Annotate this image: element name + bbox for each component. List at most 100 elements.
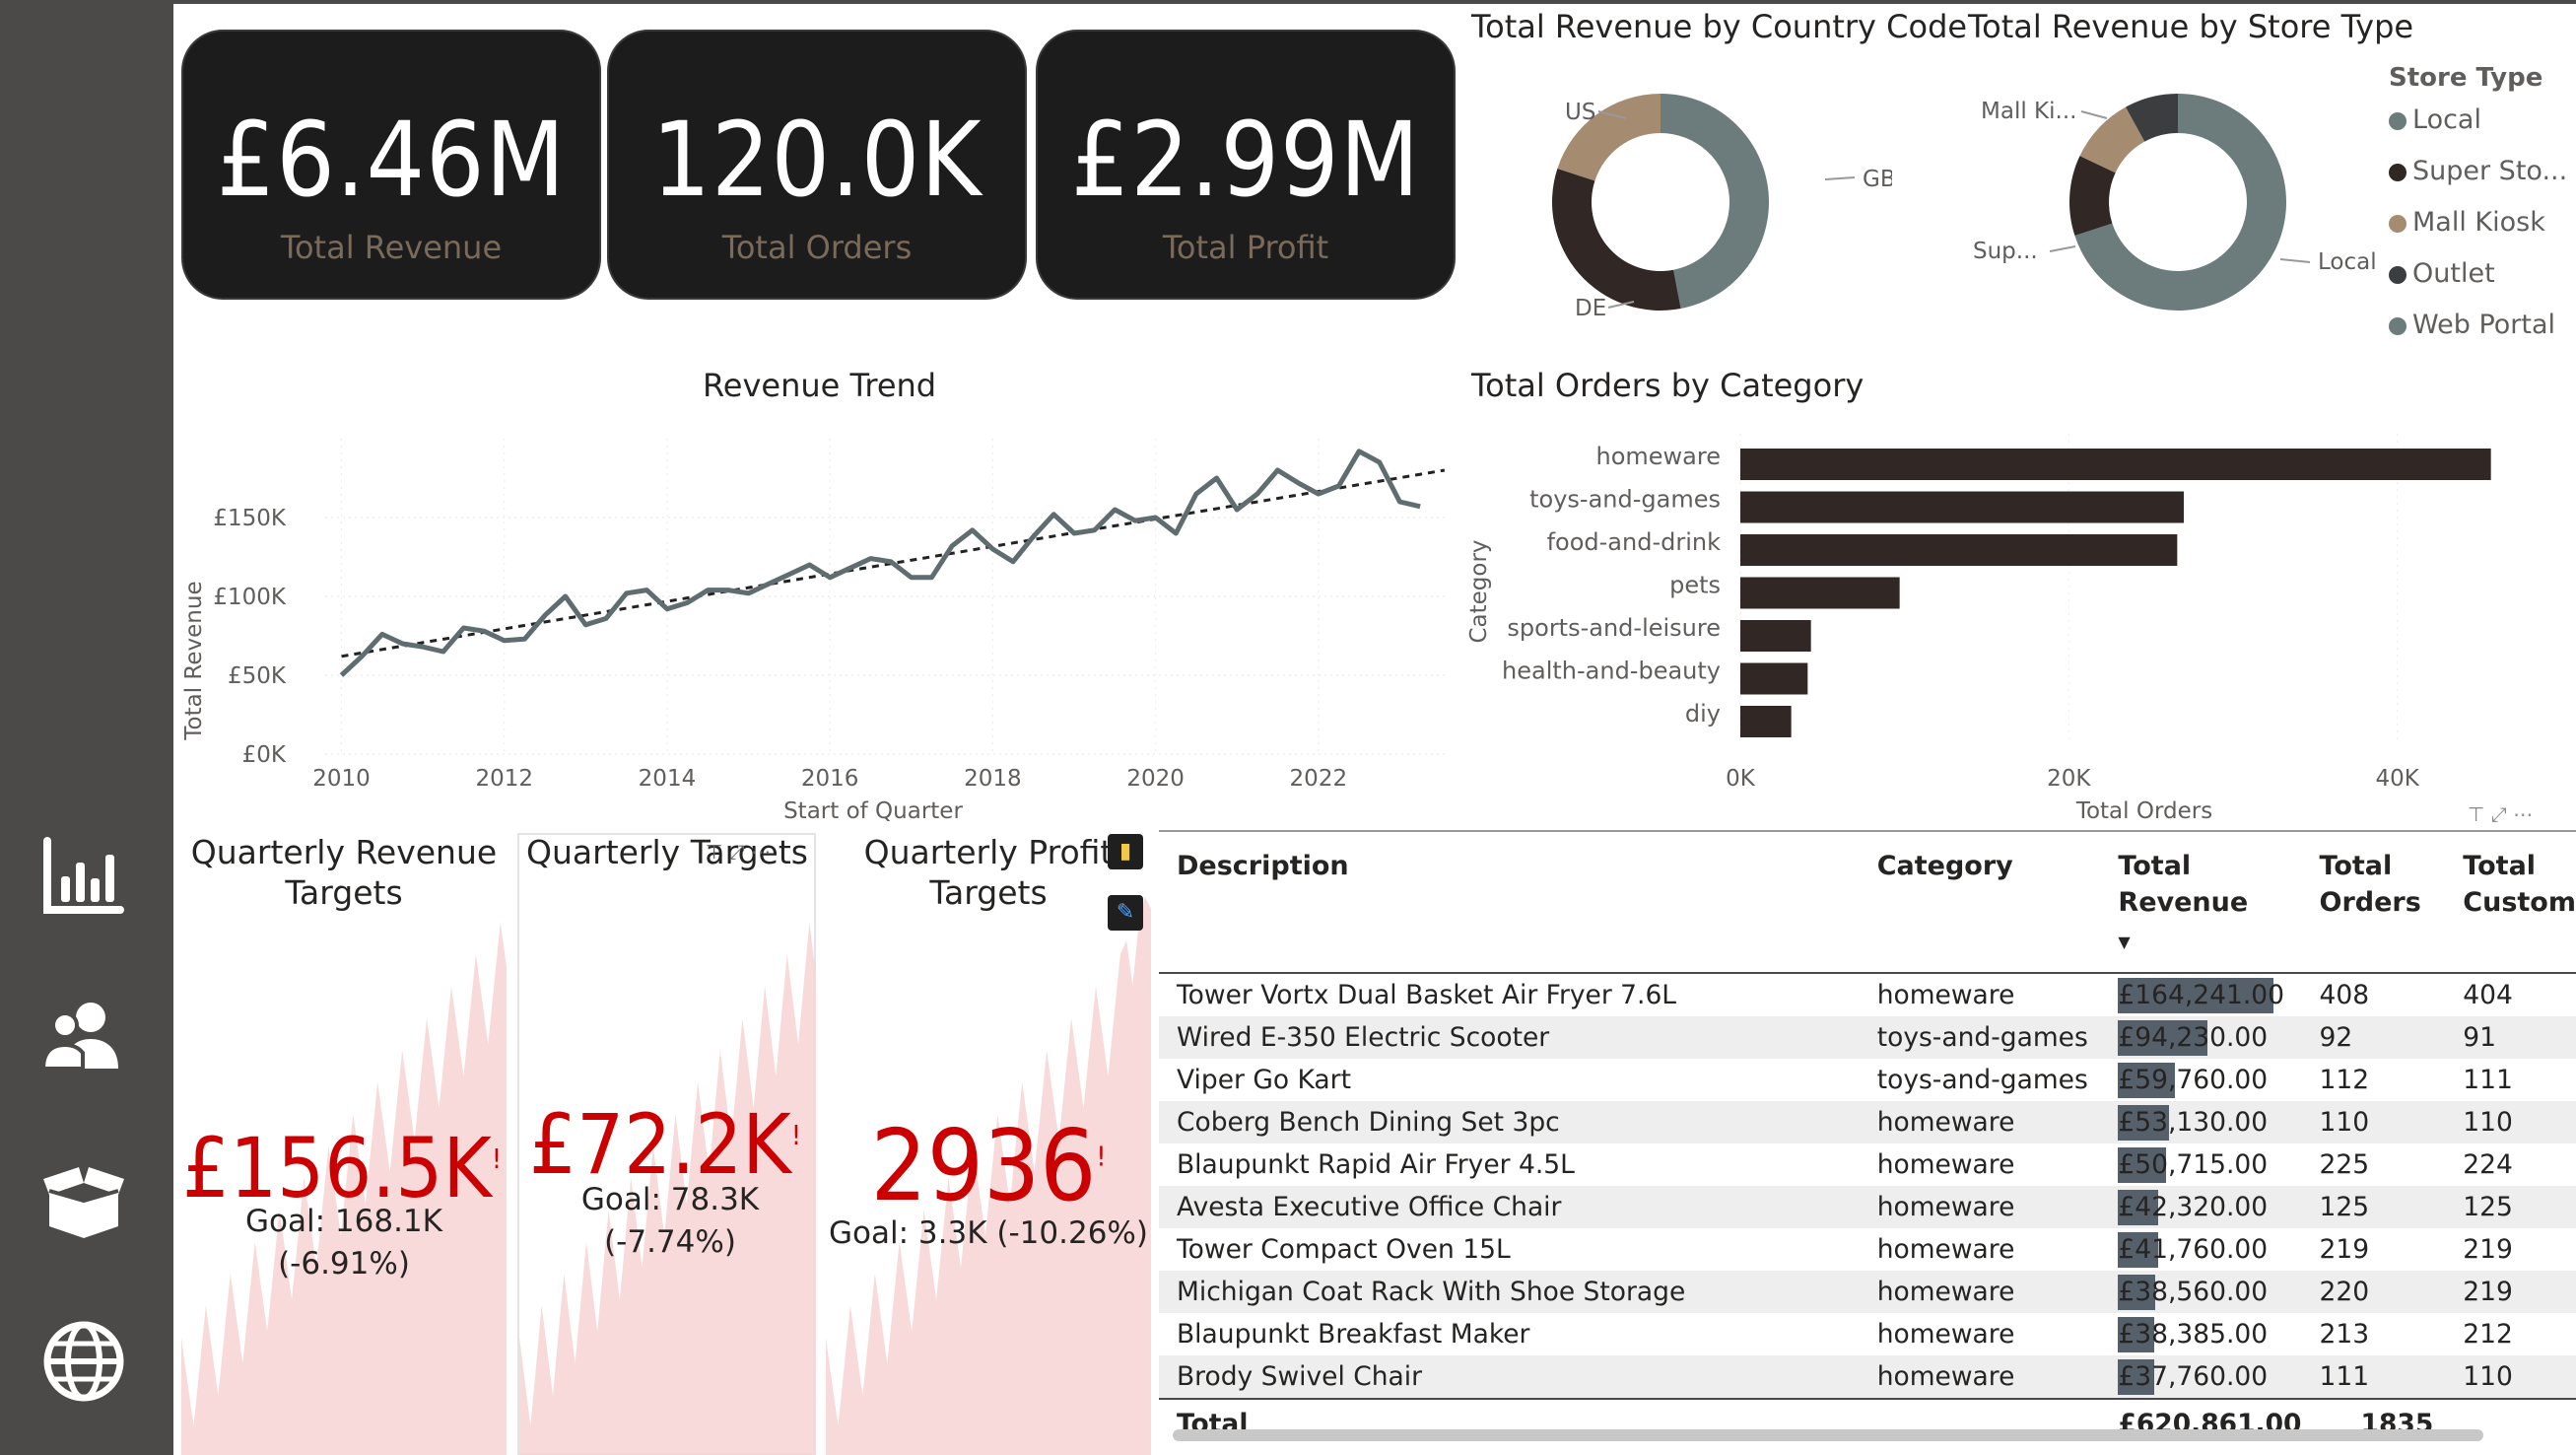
open-box-icon[interactable] bbox=[39, 1153, 128, 1242]
data-bar bbox=[2118, 1275, 2155, 1310]
cell-total-orders: 110 bbox=[2301, 1101, 2446, 1143]
kpi-area-chart bbox=[181, 922, 507, 1455]
table-row[interactable]: Tower Vortx Dual Basket Air Fryer 7.6L ho… bbox=[1159, 973, 2576, 1016]
col-header-category[interactable]: Category bbox=[1876, 851, 2013, 881]
data-bar bbox=[2118, 1317, 2155, 1352]
store-chart-title: Total Revenue by Store Type bbox=[1968, 8, 2414, 45]
analyze-icon[interactable]: ▮ bbox=[1108, 834, 1143, 869]
legend-item-web-portal[interactable]: Web Portal bbox=[2389, 310, 2555, 340]
revenue-series-line[interactable] bbox=[339, 449, 1421, 677]
cell-description: Michigan Coat Rack With Shoe Storage bbox=[1159, 1271, 1860, 1313]
table-row[interactable]: Coberg Bench Dining Set 3pc homeware £53,1… bbox=[1159, 1101, 2576, 1143]
kpi-goal: Goal: 3.3K (-10.26%) bbox=[829, 1215, 1148, 1251]
cell-category: toys-and-games bbox=[1876, 1065, 2088, 1095]
format-brush-icon[interactable]: ✎ bbox=[1108, 895, 1143, 931]
bar-food-and-drink[interactable] bbox=[1740, 534, 2178, 566]
table-row[interactable]: Tower Compact Oven 15L homeware £41,760.00… bbox=[1159, 1228, 2576, 1271]
orders-category-chart[interactable]: Category Total Orders 0K 20K 40K homeware to… bbox=[1466, 414, 2576, 828]
card-total-revenue[interactable]: £6.46M Total Revenue bbox=[181, 30, 601, 300]
users-icon[interactable] bbox=[39, 994, 128, 1082]
x-tick-label: 2022 bbox=[1290, 766, 1348, 792]
bar-pets[interactable] bbox=[1740, 577, 1900, 609]
cell-total-revenue: £38,560.00 bbox=[2100, 1271, 2302, 1313]
bar-sports-and-leisure[interactable] bbox=[1740, 620, 1811, 652]
table-row[interactable]: Blaupunkt Breakfast Maker homeware £38,385… bbox=[1159, 1313, 2576, 1355]
donut-label: GB bbox=[1863, 167, 1892, 192]
y-tick-label: £100K bbox=[213, 585, 287, 610]
revenue-trend-chart[interactable]: Total Revenue Start of Quarter £0K £50K £1… bbox=[177, 414, 1449, 828]
cell-description: Avesta Executive Office Chair bbox=[1159, 1186, 1860, 1228]
product-table[interactable]: Description Category Total Revenue ▼ Tota… bbox=[1159, 830, 2576, 1455]
cell-description: Viper Go Kart bbox=[1177, 1065, 1351, 1095]
table-row[interactable]: Brody Swivel Chair homeware £37,760.00 111 1… bbox=[1159, 1355, 2576, 1399]
cell-total-orders: 219 bbox=[2319, 1234, 2370, 1265]
cell-category: homeware bbox=[1876, 980, 2015, 1010]
kpi-title: Quarterly Profit Targets bbox=[863, 833, 1114, 912]
donut-slice[interactable] bbox=[2069, 156, 2116, 236]
cell-description: Coberg Bench Dining Set 3pc bbox=[1159, 1101, 1860, 1143]
cell-total-customers: 404 bbox=[2463, 980, 2513, 1010]
data-bar bbox=[2118, 1105, 2169, 1141]
store-donut-chart[interactable]: Mall Ki... Sup... Local bbox=[1971, 79, 2385, 335]
card-total-orders[interactable]: 120.0K Total Orders bbox=[607, 30, 1027, 300]
donut-label: Local bbox=[2318, 249, 2377, 275]
cell-total-revenue: £94,230.00 bbox=[2100, 1016, 2302, 1059]
x-tick-label: 2010 bbox=[312, 766, 371, 792]
x-tick-label: 2014 bbox=[639, 766, 697, 792]
table-row[interactable]: Michigan Coat Rack With Shoe Storage home… bbox=[1159, 1271, 2576, 1313]
cell-category: homeware bbox=[1876, 1319, 2015, 1350]
table-row[interactable]: Avesta Executive Office Chair homeware £42… bbox=[1159, 1186, 2576, 1228]
donut-slice[interactable] bbox=[1552, 169, 1681, 311]
cell-description: Wired E-350 Electric Scooter bbox=[1159, 1016, 1860, 1059]
cell-total-revenue: £42,320.00 bbox=[2100, 1186, 2302, 1228]
card-value: £6.46M bbox=[216, 100, 567, 220]
y-tick-label: £150K bbox=[213, 506, 287, 531]
table-row[interactable]: Blaupunkt Rapid Air Fryer 4.5L homeware £5… bbox=[1159, 1143, 2576, 1186]
col-header-total-orders[interactable]: Total Orders bbox=[2319, 851, 2421, 918]
table-header-icons[interactable]: ⊤ ⤢ ⋯ bbox=[2468, 802, 2534, 826]
category-label: diy bbox=[1685, 700, 1721, 728]
cell-total-customers: 125 bbox=[2445, 1186, 2576, 1228]
kpi-area-chart bbox=[519, 922, 815, 1455]
cell-total-customers: 111 bbox=[2463, 1065, 2513, 1095]
data-bar bbox=[2118, 1190, 2159, 1225]
sort-desc-icon: ▼ bbox=[2118, 933, 2131, 951]
data-bar bbox=[2118, 978, 2274, 1013]
bar-diy[interactable] bbox=[1740, 706, 1792, 737]
col-header-total-revenue[interactable]: Total Revenue ▼ bbox=[2118, 851, 2249, 951]
horizontal-scrollbar[interactable] bbox=[1173, 1429, 2483, 1441]
legend-item-mall-kiosk[interactable]: Mall Kiosk bbox=[2389, 207, 2545, 238]
table-row[interactable]: Wired E-350 Electric Scooter toys-and-gam… bbox=[1159, 1016, 2576, 1059]
cell-total-revenue: £50,715.00 bbox=[2100, 1143, 2301, 1186]
donut-slice[interactable] bbox=[2074, 94, 2286, 311]
col-header-total-customers[interactable]: Total Custom bbox=[2463, 851, 2576, 918]
kpi-title: Quarterly Targets bbox=[526, 833, 808, 871]
country-donut-chart[interactable]: US GB DE bbox=[1537, 79, 1892, 335]
donut-slice[interactable] bbox=[2079, 106, 2145, 173]
donut-label: DE bbox=[1575, 296, 1606, 321]
visual-header-icons[interactable]: ⊤ ⤢ ⋯ bbox=[706, 840, 772, 864]
bar-homeware[interactable] bbox=[1740, 449, 2491, 480]
kpi-title: Quarterly Revenue Targets bbox=[190, 833, 498, 912]
x-axis-title: Total Orders bbox=[2075, 798, 2212, 824]
legend-item-super-stores[interactable]: Super Sto... bbox=[2389, 156, 2567, 186]
cell-description: Blaupunkt Breakfast Maker bbox=[1177, 1319, 1530, 1350]
kpi-value: 2936! bbox=[870, 1108, 1107, 1223]
globe-icon[interactable] bbox=[39, 1317, 128, 1406]
table-row[interactable]: Viper Go Kart toys-and-games £59,760.00 112… bbox=[1159, 1059, 2576, 1101]
legend-item-local[interactable]: Local bbox=[2389, 104, 2481, 135]
bar-toys-and-games[interactable] bbox=[1740, 491, 2184, 523]
donut-slice[interactable] bbox=[1557, 94, 1661, 181]
col-header-description[interactable]: Description bbox=[1177, 851, 1349, 881]
cell-total-orders: 111 bbox=[2301, 1355, 2446, 1399]
legend-item-outlet[interactable]: Outlet bbox=[2389, 258, 2495, 289]
cell-total-orders: 112 bbox=[2319, 1065, 2370, 1095]
x-axis-title: Start of Quarter bbox=[783, 798, 963, 824]
cell-total-revenue: £164,241.00 bbox=[2100, 973, 2301, 1016]
card-total-profit[interactable]: £2.99M Total Profit bbox=[1036, 30, 1456, 300]
donut-slice[interactable] bbox=[2126, 94, 2178, 142]
bar-health-and-beauty[interactable] bbox=[1740, 662, 1808, 695]
donut-slice[interactable] bbox=[1661, 94, 1769, 310]
bar-chart-icon[interactable] bbox=[39, 833, 128, 922]
data-bar bbox=[2118, 1063, 2175, 1098]
